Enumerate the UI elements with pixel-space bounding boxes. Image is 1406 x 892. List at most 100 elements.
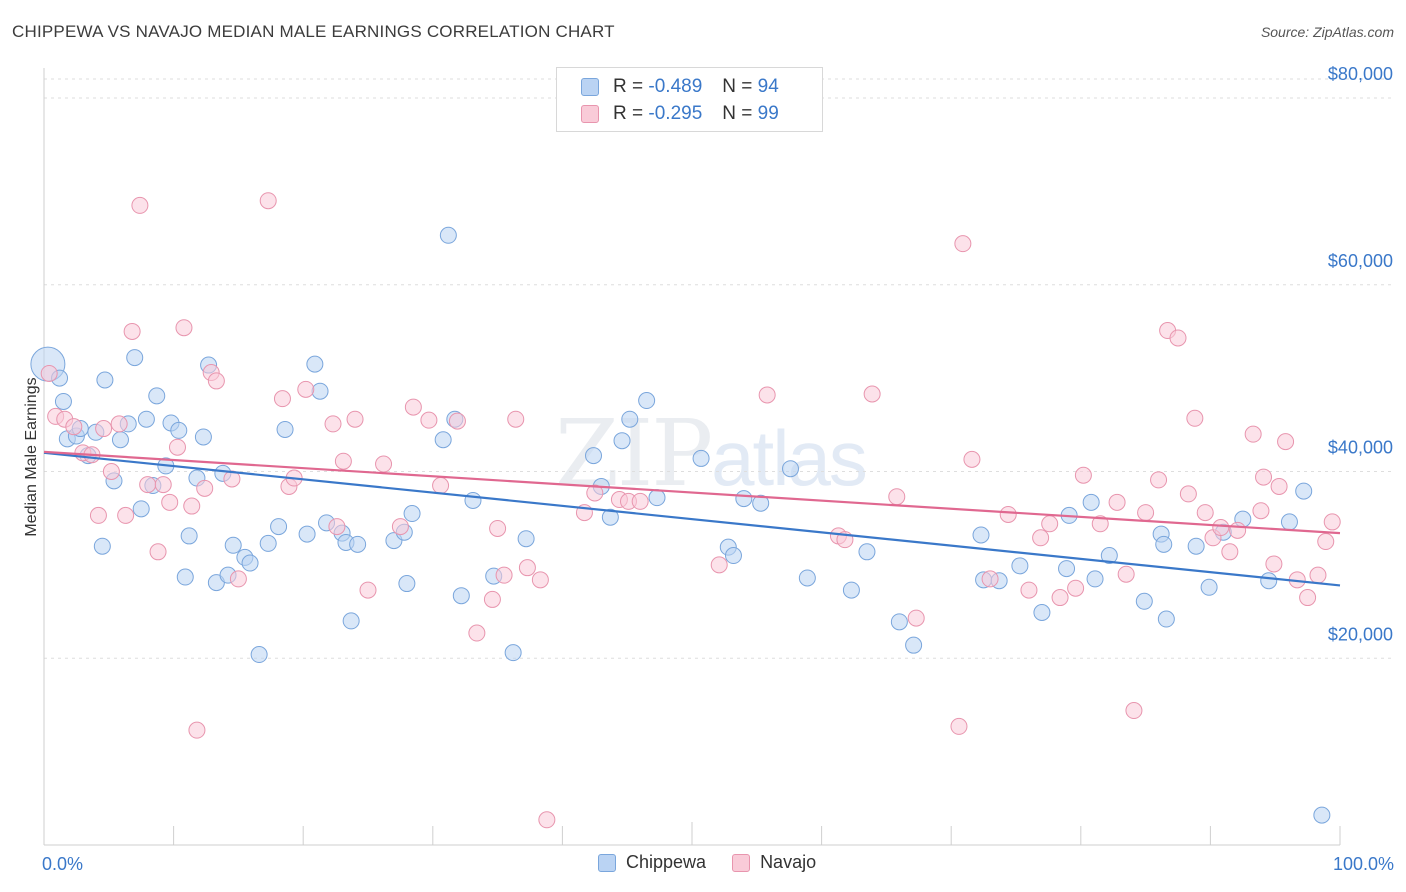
data-point-chippewa [890, 613, 908, 631]
data-point-navajo [1277, 433, 1295, 451]
data-point-navajo [981, 570, 999, 588]
data-point-navajo [1020, 581, 1038, 599]
data-point-chippewa [96, 371, 114, 389]
legend-swatch-navajo [581, 105, 599, 123]
data-point-navajo [95, 420, 113, 438]
data-point-navajo [123, 322, 141, 340]
data-point-chippewa [1135, 592, 1153, 610]
data-point-chippewa [54, 392, 72, 410]
data-point-navajo [1186, 409, 1204, 427]
data-point-navajo [1108, 493, 1126, 511]
y-tick-label: $60,000 [1328, 251, 1393, 271]
data-point-chippewa [259, 534, 277, 552]
data-point-chippewa [306, 355, 324, 373]
data-point-chippewa [132, 500, 150, 518]
legend-item-navajo[interactable]: Navajo [732, 852, 816, 873]
data-point-chippewa [585, 447, 603, 465]
legend-swatch-navajo [732, 853, 751, 872]
data-point-navajo [518, 559, 536, 577]
data-point-chippewa [276, 420, 294, 438]
data-point-navajo [324, 415, 342, 433]
data-point-navajo [117, 506, 135, 524]
legend-r-value-chippewa: -0.489 [648, 76, 703, 97]
legend-n-value-navajo: 99 [757, 103, 779, 124]
data-point-navajo [1091, 515, 1109, 533]
data-point-chippewa [1157, 610, 1175, 628]
chart-title: CHIPPEWA VS NAVAJO MEDIAN MALE EARNINGS … [12, 22, 615, 41]
data-point-chippewa [692, 449, 710, 467]
data-point-chippewa [398, 575, 416, 593]
data-point-chippewa [752, 494, 770, 512]
data-point-chippewa [126, 349, 144, 367]
data-point-navajo [1299, 589, 1317, 607]
data-point-navajo [1125, 702, 1143, 720]
data-point-navajo [139, 476, 157, 494]
data-point-navajo [432, 477, 450, 495]
data-point-chippewa [735, 490, 753, 508]
correlation-legend: R = -0.489 N = 94 R = -0.295 N = 99 [556, 67, 823, 132]
data-point-navajo [1229, 521, 1247, 539]
x-tick-label: 100.0% [1333, 854, 1394, 874]
data-point-navajo [495, 566, 513, 584]
data-point-chippewa [638, 392, 656, 410]
data-point-chippewa [621, 410, 639, 428]
data-point-navajo [507, 410, 525, 428]
data-point-navajo [963, 450, 981, 468]
data-point-navajo [1323, 513, 1341, 531]
data-point-navajo [1179, 485, 1197, 503]
data-point-chippewa [349, 535, 367, 553]
data-point-chippewa [224, 536, 242, 554]
data-point-navajo [1169, 329, 1187, 347]
data-point-navajo [538, 811, 556, 829]
data-point-navajo [404, 398, 422, 416]
y-axis-title: Median Male Earnings [23, 377, 40, 536]
data-point-navajo [1309, 566, 1327, 584]
data-point-chippewa [342, 612, 360, 630]
data-point-navajo [359, 581, 377, 599]
data-point-chippewa [1187, 537, 1205, 555]
chart-source: Source: ZipAtlas.com [1260, 24, 1394, 40]
trend-line-chippewa [43, 451, 1341, 587]
data-point-chippewa [298, 525, 316, 543]
data-point-chippewa [724, 547, 742, 565]
data-point-chippewa [1058, 560, 1076, 578]
legend-row-navajo: R = -0.295 N = 99 [581, 102, 779, 126]
data-point-chippewa [137, 410, 155, 428]
data-point-navajo [1117, 565, 1135, 583]
data-point-chippewa [1082, 493, 1100, 511]
data-point-navajo [1265, 555, 1283, 573]
legend-r-value-navajo: -0.295 [648, 103, 703, 124]
legend-item-chippewa[interactable]: Chippewa [598, 852, 706, 873]
data-point-navajo [328, 518, 346, 536]
y-tick-label: $40,000 [1328, 438, 1393, 458]
data-point-chippewa [1313, 806, 1331, 824]
data-point-navajo [131, 196, 149, 214]
data-point-navajo [1032, 529, 1050, 547]
data-point-chippewa [170, 421, 188, 439]
data-point-navajo [102, 463, 120, 481]
data-point-chippewa [1011, 557, 1029, 575]
series-chippewa [30, 226, 1331, 824]
data-point-navajo [483, 590, 501, 608]
data-point-navajo [346, 410, 364, 428]
legend-n-label: N = [722, 103, 753, 124]
data-point-navajo [1221, 543, 1239, 561]
data-point-chippewa [517, 530, 535, 548]
trend-line-navajo [43, 450, 1341, 535]
data-point-navajo [489, 519, 507, 537]
data-point-chippewa [93, 537, 111, 555]
data-point-navajo [631, 492, 649, 510]
data-point-navajo [375, 455, 393, 473]
data-point-chippewa [176, 568, 194, 586]
data-point-navajo [888, 488, 906, 506]
data-point-navajo [175, 319, 193, 337]
data-point-navajo [334, 452, 352, 470]
axes [43, 68, 1341, 846]
legend-label-navajo: Navajo [760, 852, 817, 872]
data-point-navajo [758, 386, 776, 404]
data-point-navajo [1067, 579, 1085, 597]
series-legend: Chippewa Navajo [598, 852, 842, 873]
data-point-navajo [1317, 533, 1335, 551]
data-point-chippewa [798, 569, 816, 587]
